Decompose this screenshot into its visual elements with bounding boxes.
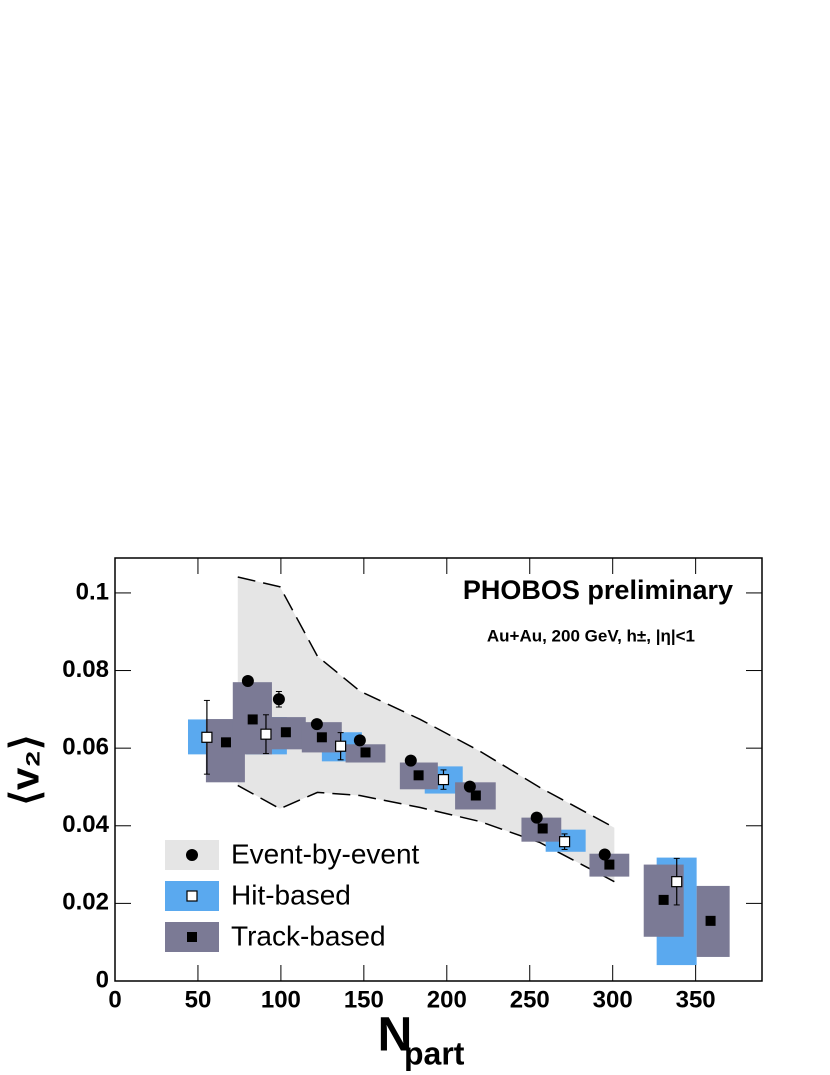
marker xyxy=(335,740,347,752)
y-tick-label: 0.1 xyxy=(76,578,109,605)
legend-marker xyxy=(186,890,198,902)
x-tick-label: 100 xyxy=(261,986,301,1013)
marker xyxy=(558,836,571,848)
x-axis-label: N xyxy=(378,1009,413,1062)
annotation: PHOBOS preliminary xyxy=(463,575,733,605)
legend-label: Hit-based xyxy=(231,879,351,910)
marker xyxy=(241,675,254,688)
x-tick-label: 150 xyxy=(344,986,384,1013)
x-tick-label: 300 xyxy=(593,986,633,1013)
marker xyxy=(658,894,669,905)
marker xyxy=(671,876,683,888)
marker xyxy=(530,811,543,824)
y-tick-label: 0.06 xyxy=(62,733,109,760)
marker xyxy=(272,693,285,706)
marker xyxy=(247,714,258,725)
x-tick-label: 0 xyxy=(108,986,121,1013)
marker xyxy=(404,754,417,767)
marker xyxy=(537,823,548,834)
band-area xyxy=(237,577,615,882)
legend-marker xyxy=(187,932,197,942)
marker xyxy=(260,728,272,740)
marker xyxy=(310,718,323,731)
marker xyxy=(201,731,213,743)
marker xyxy=(705,915,716,926)
x-tick-label: 250 xyxy=(510,986,550,1013)
x-tick-label: 350 xyxy=(676,986,716,1013)
marker xyxy=(437,773,450,786)
y-tick-label: 0.04 xyxy=(62,811,109,838)
y-axis-label: ⟨v₂⟩ xyxy=(4,734,48,805)
band-edge xyxy=(237,784,615,883)
legend-marker xyxy=(186,849,198,861)
marker xyxy=(316,732,327,743)
plot-frame xyxy=(114,557,763,982)
marker xyxy=(280,727,291,738)
marker xyxy=(413,770,424,781)
marker xyxy=(470,790,481,801)
marker xyxy=(463,780,476,793)
marker xyxy=(598,848,611,861)
x-tick-label: 200 xyxy=(427,986,467,1013)
y-tick-label: 0.08 xyxy=(62,656,109,683)
band-edge xyxy=(237,576,615,829)
marker xyxy=(220,737,231,748)
marker xyxy=(604,859,615,870)
y-tick-label: 0 xyxy=(96,966,109,993)
x-tick-label: 50 xyxy=(185,986,212,1013)
legend-label: Track-based xyxy=(231,920,386,951)
legend-label: Event-by-event xyxy=(231,838,420,869)
marker xyxy=(360,747,371,758)
annotation: Au+Au, 200 GeV, h±, |η|<1 xyxy=(487,626,695,645)
y-tick-label: 0.02 xyxy=(62,889,109,916)
marker xyxy=(353,734,366,747)
x-axis-label-subscript: part xyxy=(404,1035,465,1071)
